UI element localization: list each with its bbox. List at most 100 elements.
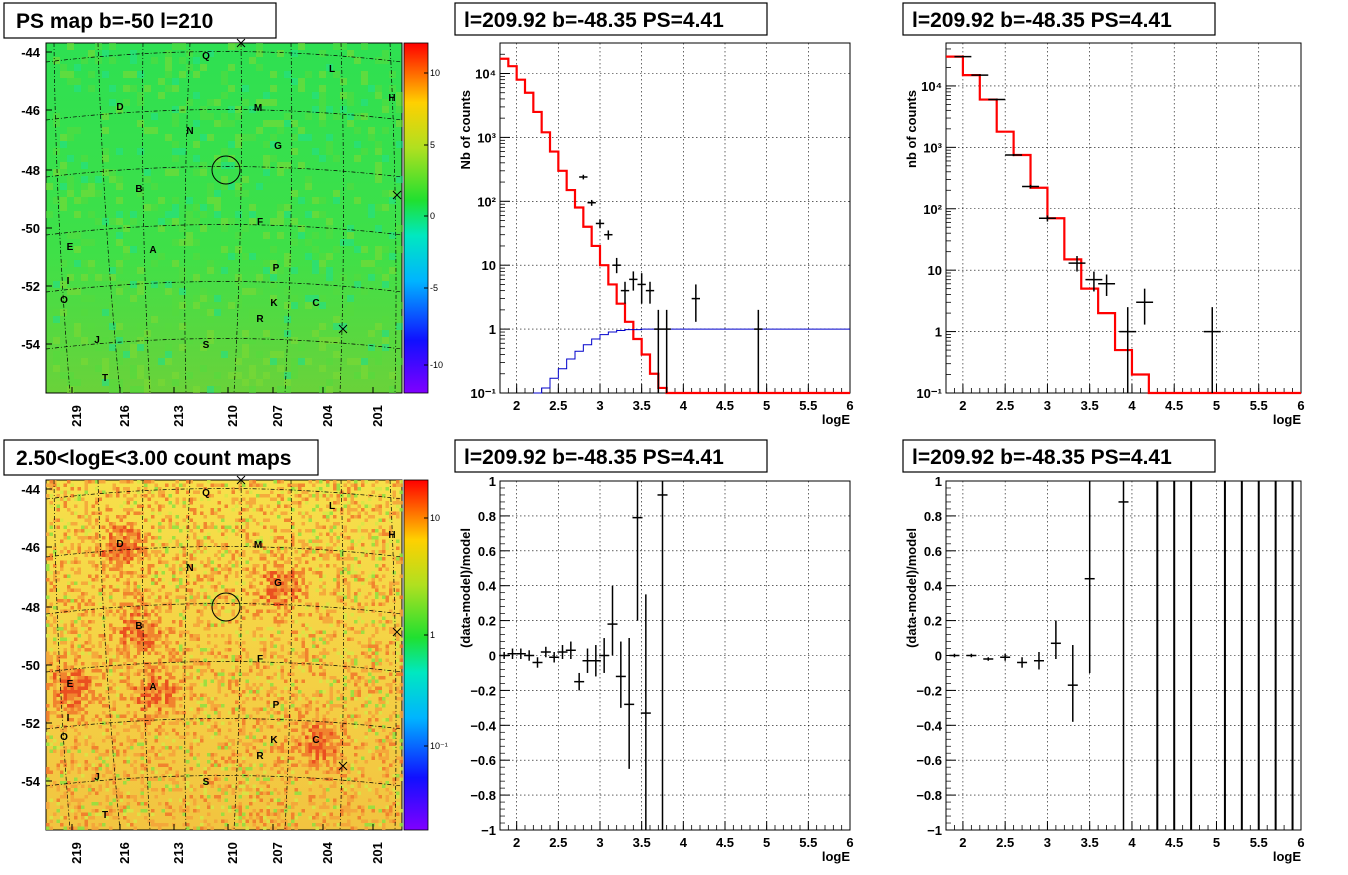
map-pixel — [270, 641, 274, 645]
map-pixel — [364, 735, 368, 739]
map-pixel — [133, 711, 137, 715]
map-pixel — [158, 725, 162, 729]
map-pixel — [319, 539, 323, 543]
map-pixel — [84, 819, 88, 823]
map-pixel — [280, 620, 284, 624]
map-pixel — [238, 795, 242, 799]
map-pixel — [382, 494, 386, 498]
map-pixel — [280, 760, 284, 764]
map-pixel — [245, 767, 249, 771]
parallel-line — [45, 661, 403, 673]
map-pixel — [158, 823, 162, 827]
map-pixel — [74, 700, 78, 704]
map-pixel — [252, 746, 256, 750]
map-pixel — [172, 683, 176, 687]
map-pixel — [294, 483, 298, 487]
map-pixel — [200, 162, 207, 169]
map-pixel — [322, 616, 326, 620]
map-pixel — [158, 578, 162, 582]
map-pixel — [319, 337, 326, 344]
map-pixel — [280, 487, 284, 491]
map-pixel — [294, 581, 298, 585]
map-pixel — [245, 697, 249, 701]
map-pixel — [172, 372, 179, 379]
map-pixel — [88, 679, 92, 683]
map-pixel — [221, 525, 225, 529]
map-pixel — [291, 148, 298, 155]
map-pixel — [81, 190, 88, 197]
map-pixel — [105, 665, 109, 669]
map-pixel — [81, 669, 85, 673]
map-pixel — [392, 774, 396, 778]
map-pixel — [186, 809, 190, 813]
map-pixel — [210, 508, 214, 512]
map-pixel — [112, 669, 116, 673]
map-pixel — [130, 504, 134, 508]
map-pixel — [340, 753, 344, 757]
map-pixel — [53, 606, 57, 610]
map-pixel — [158, 560, 162, 564]
map-pixel — [224, 823, 228, 827]
map-pixel — [361, 676, 365, 680]
map-pixel — [326, 232, 333, 239]
map-pixel — [60, 162, 67, 169]
map-pixel — [77, 693, 81, 697]
map-pixel — [46, 686, 50, 690]
map-pixel — [256, 550, 260, 554]
map-pixel — [154, 735, 158, 739]
map-pixel — [284, 823, 288, 827]
map-pixel — [382, 823, 386, 827]
map-pixel — [326, 805, 330, 809]
map-pixel — [116, 515, 120, 519]
map-pixel — [266, 578, 270, 582]
map-pixel — [133, 511, 137, 515]
map-pixel — [382, 718, 386, 722]
map-pixel — [280, 707, 284, 711]
map-pixel — [249, 218, 256, 225]
map-pixel — [263, 169, 270, 176]
map-pixel — [74, 812, 78, 816]
map-pixel — [119, 613, 123, 617]
map-pixel — [385, 693, 389, 697]
map-pixel — [312, 494, 316, 498]
map-pixel — [371, 623, 375, 627]
map-pixel — [84, 760, 88, 764]
map-pixel — [301, 515, 305, 519]
map-pixel — [200, 578, 204, 582]
map-pixel — [245, 501, 249, 505]
map-pixel — [270, 714, 274, 718]
map-pixel — [77, 634, 81, 638]
map-pixel — [284, 819, 288, 823]
map-pixel — [140, 753, 144, 757]
map-pixel — [221, 78, 228, 85]
map-pixel — [333, 630, 337, 634]
map-pixel — [123, 781, 127, 785]
map-pixel — [186, 816, 190, 820]
map-pixel — [305, 707, 309, 711]
map-pixel — [91, 774, 95, 778]
y-tick-label: 10 — [482, 258, 496, 273]
map-pixel — [200, 497, 204, 501]
map-pixel — [284, 620, 288, 624]
map-pixel — [165, 805, 169, 809]
map-pixel — [91, 749, 95, 753]
map-pixel — [193, 732, 197, 736]
map-pixel — [329, 767, 333, 771]
map-pixel — [46, 532, 50, 536]
map-pixel — [179, 798, 183, 802]
map-pixel — [88, 529, 92, 533]
map-pixel — [382, 274, 389, 281]
map-pixel — [175, 641, 179, 645]
map-pixel — [343, 497, 347, 501]
map-pixel — [266, 725, 270, 729]
map-pixel — [203, 683, 207, 687]
map-pixel — [242, 581, 246, 585]
map-pixel — [326, 798, 330, 802]
map-pixel — [263, 644, 267, 648]
map-pixel — [116, 358, 123, 365]
map-pixel — [168, 494, 172, 498]
map-pixel — [221, 176, 228, 183]
map-pixel — [81, 697, 85, 701]
map-pixel — [207, 316, 214, 323]
map-pixel — [53, 700, 57, 704]
